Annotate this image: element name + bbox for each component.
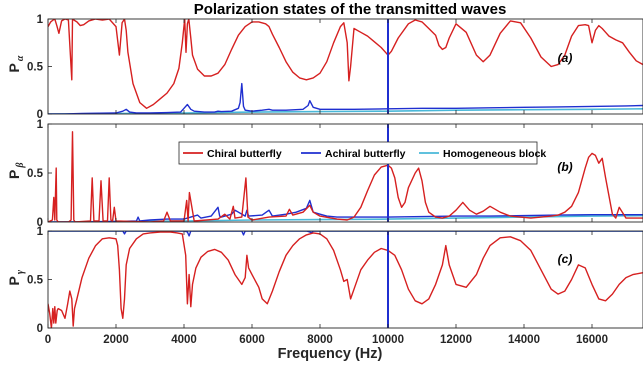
panel-b-frame xyxy=(47,123,643,223)
x-tick-label: 10000 xyxy=(372,334,404,346)
panel-label-c: (c) xyxy=(558,252,573,266)
series-chiral-line-b xyxy=(48,131,643,222)
y-axis-label-main-b: P xyxy=(6,170,22,179)
legend: Chiral butterfly Achiral butterfly Homogen… xyxy=(178,141,546,165)
y-axis-label-sub-c: γ xyxy=(15,269,26,274)
y-tick-label-c: 0.5 xyxy=(27,275,44,287)
legend-label-homog: Homogeneous block xyxy=(443,148,546,160)
x-tick-label: 2000 xyxy=(103,334,129,346)
x-tick-label: 0 xyxy=(45,334,51,346)
series-homog-line-b xyxy=(48,214,643,222)
panel-a-series xyxy=(48,19,643,114)
panels: 0 0.5 1 Pα (a) 0 0.5 1 Pβ (b) Chiral butterfly Achi… xyxy=(6,14,643,346)
y-axis-label-main-c: P xyxy=(6,276,22,285)
panel-b: 0 0.5 1 Pβ (b) Chiral butterfly Achiral butter… xyxy=(6,119,643,229)
series-chiral-line-a xyxy=(48,19,643,110)
y-tick-label-c: 1 xyxy=(37,226,44,238)
x-tick-label: 16000 xyxy=(576,334,608,346)
legend-box xyxy=(178,141,538,165)
series-chiral-line-c xyxy=(48,231,643,328)
panel-label-b: (b) xyxy=(557,160,572,174)
legend-label-achiral: Achiral butterfly xyxy=(325,148,406,160)
y-tick-label-c: 0 xyxy=(37,323,43,335)
y-axis-label-sub-b: β xyxy=(15,162,26,169)
panel-b-series xyxy=(48,124,643,222)
y-axis-label-b: Pβ xyxy=(6,162,26,179)
y-axis-label-main-a: P xyxy=(6,63,22,72)
y-axis-label-sub-a: α xyxy=(15,55,26,61)
y-axis-label-a: Pα xyxy=(6,55,26,72)
series-achiral-line-a xyxy=(48,82,643,114)
x-tick-label: 8000 xyxy=(307,334,333,346)
x-tick-label: 12000 xyxy=(440,334,472,346)
y-tick-label-a: 0.5 xyxy=(27,62,44,74)
legend-label-chiral: Chiral butterfly xyxy=(207,148,282,160)
x-tick-label: 6000 xyxy=(239,334,265,346)
series-achiral-line-c xyxy=(48,231,643,237)
y-tick-label-b: 0.5 xyxy=(27,168,44,180)
panel-label-a: (a) xyxy=(558,51,573,65)
panel-a: 0 0.5 1 Pα (a) xyxy=(6,14,643,121)
panel-c-frame xyxy=(47,230,643,329)
chart-title: Polarization states of the transmitted w… xyxy=(194,1,507,18)
panel-c: 0 0.5 1 0 2000 4000 6000 8000 10000 12000 14000 160… xyxy=(6,226,643,346)
x-tick-label: 14000 xyxy=(508,334,540,346)
x-tick-label: 4000 xyxy=(171,334,197,346)
x-axis-label: Frequency (Hz) xyxy=(278,346,383,362)
y-tick-label-b: 0 xyxy=(37,217,43,229)
panel-c-series xyxy=(48,231,643,328)
y-tick-label-b: 1 xyxy=(37,119,44,131)
y-axis-label-c: Pγ xyxy=(6,269,26,285)
y-tick-label-a: 0 xyxy=(37,109,43,121)
y-tick-label-a: 1 xyxy=(37,14,44,26)
